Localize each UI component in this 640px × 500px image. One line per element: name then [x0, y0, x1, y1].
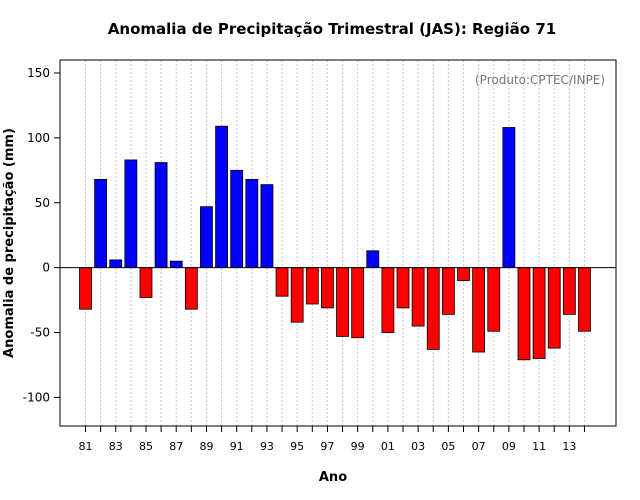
x-axis-label: Ano — [319, 470, 347, 485]
x-tick-label-07: 07 — [472, 440, 486, 453]
bar-08 — [487, 267, 501, 332]
x-tick-label-81: 81 — [79, 440, 93, 453]
y-tick-label-0: 0 — [42, 261, 50, 275]
bar-92 — [245, 179, 259, 269]
x-tick-label-93: 93 — [260, 440, 274, 453]
bar-07 — [472, 267, 486, 353]
bar-84 — [124, 159, 138, 269]
x-axis: 81 83 85 87 89 91 93 95 97 99 01 03 05 07 09 11 13 — [79, 426, 585, 453]
watermark-annotation: (Produto:CPTEC/INPE) — [475, 73, 605, 87]
y-axis-label: Anomalia de precipitação (mm) — [2, 128, 17, 358]
bar-04 — [426, 267, 440, 350]
bar-05 — [441, 267, 455, 315]
bar-10 — [517, 267, 531, 361]
x-tick-label-87: 87 — [169, 440, 183, 453]
bar-09 — [502, 127, 516, 269]
plot-frame — [59, 59, 617, 427]
y-axis: -100 -50 0 50 100 150 — [23, 66, 60, 404]
bar-97 — [321, 267, 334, 309]
bar-94 — [275, 267, 289, 297]
bar-87 — [169, 260, 183, 269]
x-tick-label-91: 91 — [230, 440, 244, 453]
x-tick-label-09: 09 — [502, 440, 516, 453]
bar-02 — [396, 267, 410, 309]
bar-11 — [532, 267, 546, 359]
x-tick-label-95: 95 — [290, 440, 304, 453]
chart-title: Anomalia de Precipitação Trimestral (JAS… — [108, 20, 556, 38]
x-tick-label-83: 83 — [109, 440, 123, 453]
y-tick-label--100: -100 — [23, 390, 50, 404]
bar-13 — [562, 267, 576, 315]
gridlines — [85, 60, 585, 426]
bar-01 — [381, 267, 395, 333]
x-tick-label-11: 11 — [532, 440, 546, 453]
bar-86 — [154, 162, 168, 269]
x-tick-label-89: 89 — [199, 440, 213, 453]
bar-96 — [305, 267, 319, 305]
x-tick-label-03: 03 — [411, 440, 425, 453]
bar-95 — [290, 267, 304, 323]
bar-99 — [351, 267, 365, 339]
bar-00 — [366, 250, 380, 269]
y-tick-label--50: -50 — [30, 326, 50, 340]
x-tick-label-13: 13 — [562, 440, 576, 453]
bar-90 — [215, 125, 228, 269]
bar-14 — [578, 267, 591, 332]
x-tick-label-01: 01 — [381, 440, 395, 453]
y-tick-label-150: 150 — [27, 66, 50, 80]
bar-83 — [109, 259, 123, 269]
x-tick-label-97: 97 — [320, 440, 334, 453]
bar-88 — [184, 267, 198, 310]
bars — [79, 125, 591, 361]
y-tick-label-100: 100 — [27, 131, 50, 145]
bar-98 — [336, 267, 349, 337]
y-tick-label-50: 50 — [35, 196, 50, 210]
x-tick-label-85: 85 — [139, 440, 153, 453]
bar-82 — [94, 179, 108, 269]
bar-89 — [200, 206, 213, 269]
bar-85 — [139, 267, 153, 298]
bar-12 — [547, 267, 561, 349]
x-tick-label-99: 99 — [351, 440, 365, 453]
bar-06 — [457, 267, 470, 282]
bar-81 — [79, 267, 92, 310]
bar-03 — [411, 267, 425, 327]
bar-93 — [260, 184, 274, 269]
bar-91 — [230, 169, 244, 269]
x-tick-label-05: 05 — [441, 440, 455, 453]
